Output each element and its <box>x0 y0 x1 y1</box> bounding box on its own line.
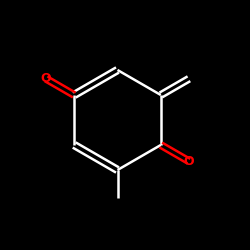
Text: O: O <box>41 72 51 85</box>
Text: O: O <box>184 155 194 168</box>
